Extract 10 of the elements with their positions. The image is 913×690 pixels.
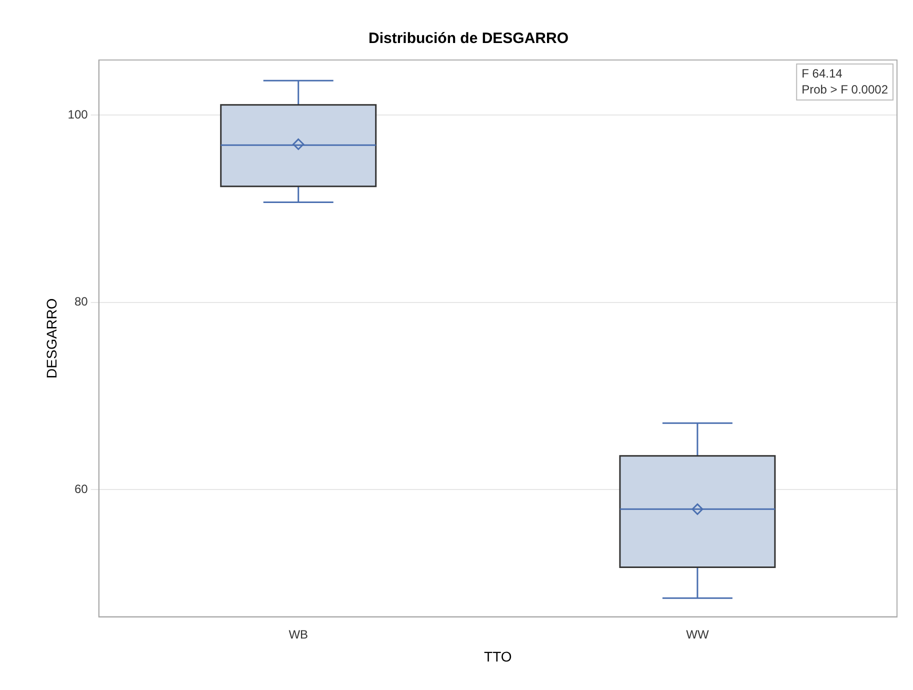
y-tick-label: 80 (74, 294, 88, 309)
annotation: F 64.14 (802, 66, 843, 80)
y-tick-label: 100 (68, 108, 88, 122)
annotation: Prob > F 0.0002 (802, 82, 888, 96)
y-axis-title: DESGARRO (43, 298, 60, 378)
x-tick-label: WB (288, 627, 308, 642)
y-tick-label: 60 (74, 482, 88, 496)
x-tick-label: WW (686, 627, 710, 642)
chart-title: Distribución de DESGARRO (368, 30, 569, 48)
x-axis-title: TTO (484, 648, 512, 664)
